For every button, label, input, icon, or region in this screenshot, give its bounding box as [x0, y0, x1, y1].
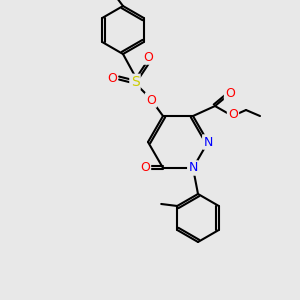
- Text: O: O: [225, 86, 235, 100]
- Text: S: S: [130, 75, 140, 89]
- Text: O: O: [143, 50, 153, 64]
- Text: O: O: [140, 161, 150, 175]
- Text: N: N: [188, 161, 198, 175]
- Text: O: O: [228, 107, 238, 121]
- Text: O: O: [107, 71, 117, 85]
- Text: N: N: [203, 136, 213, 148]
- Text: O: O: [146, 94, 156, 106]
